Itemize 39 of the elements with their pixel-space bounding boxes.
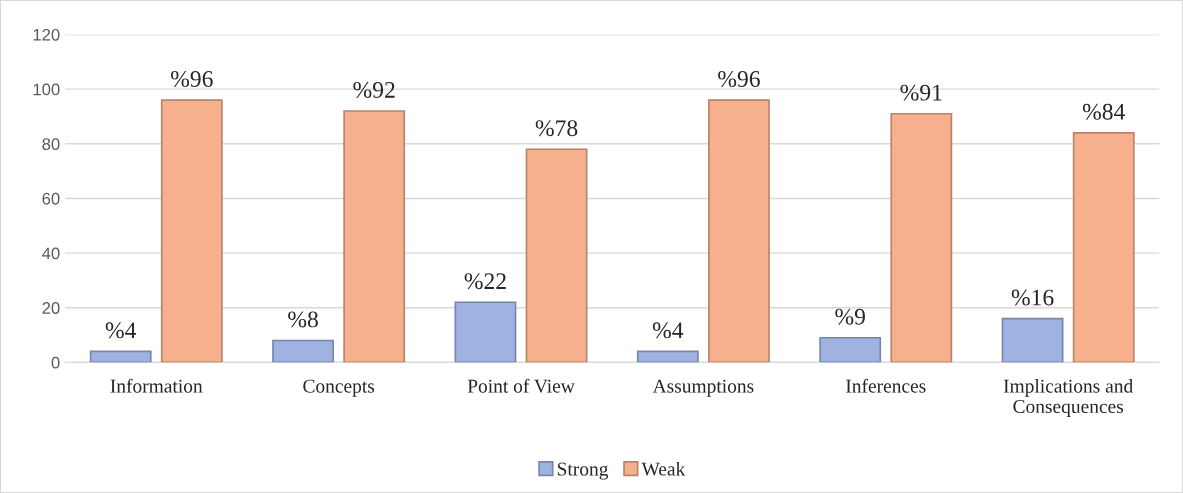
y-tick-label: 20 <box>42 302 60 314</box>
bar <box>343 110 406 363</box>
data-label: %22 <box>464 273 506 290</box>
y-tick-label: 40 <box>42 247 60 260</box>
data-label: %91 <box>900 84 942 101</box>
bar <box>1001 317 1064 363</box>
data-label: %96 <box>718 71 760 88</box>
bar <box>890 112 953 363</box>
x-tick-label: Inferences <box>845 378 926 393</box>
y-tick-label: 60 <box>42 192 60 205</box>
data-label: %96 <box>170 71 213 88</box>
bar <box>454 301 517 363</box>
data-label: %92 <box>353 81 395 98</box>
bar <box>160 99 223 363</box>
data-label: %84 <box>1082 103 1125 120</box>
data-label: %78 <box>535 120 578 137</box>
data-label: %9 <box>835 308 865 325</box>
y-tick-label: 120 <box>33 28 60 41</box>
bar <box>89 350 152 363</box>
bar <box>272 339 334 363</box>
y-tick-label: 80 <box>42 138 60 150</box>
bar <box>636 350 699 363</box>
x-tick-label: Point of View <box>467 378 575 393</box>
x-tick-label: Concepts <box>303 379 375 397</box>
bar <box>819 336 882 363</box>
y-tick-label: 100 <box>33 83 60 96</box>
x-tick-label: Implications and Consequences <box>1003 379 1133 417</box>
y-tick-label: 0 <box>51 356 60 369</box>
data-label: %4 <box>652 322 684 339</box>
data-label: %8 <box>288 311 318 328</box>
data-label: %4 <box>105 322 137 339</box>
legend-label: Strong <box>557 462 609 480</box>
x-tick-label: Information <box>110 378 203 393</box>
data-label: %16 <box>1011 289 1054 306</box>
bar <box>708 99 770 363</box>
bar <box>1072 132 1135 363</box>
legend-label: Weak <box>641 461 686 476</box>
x-tick-label: Assumptions <box>652 379 754 397</box>
bar <box>525 148 588 363</box>
